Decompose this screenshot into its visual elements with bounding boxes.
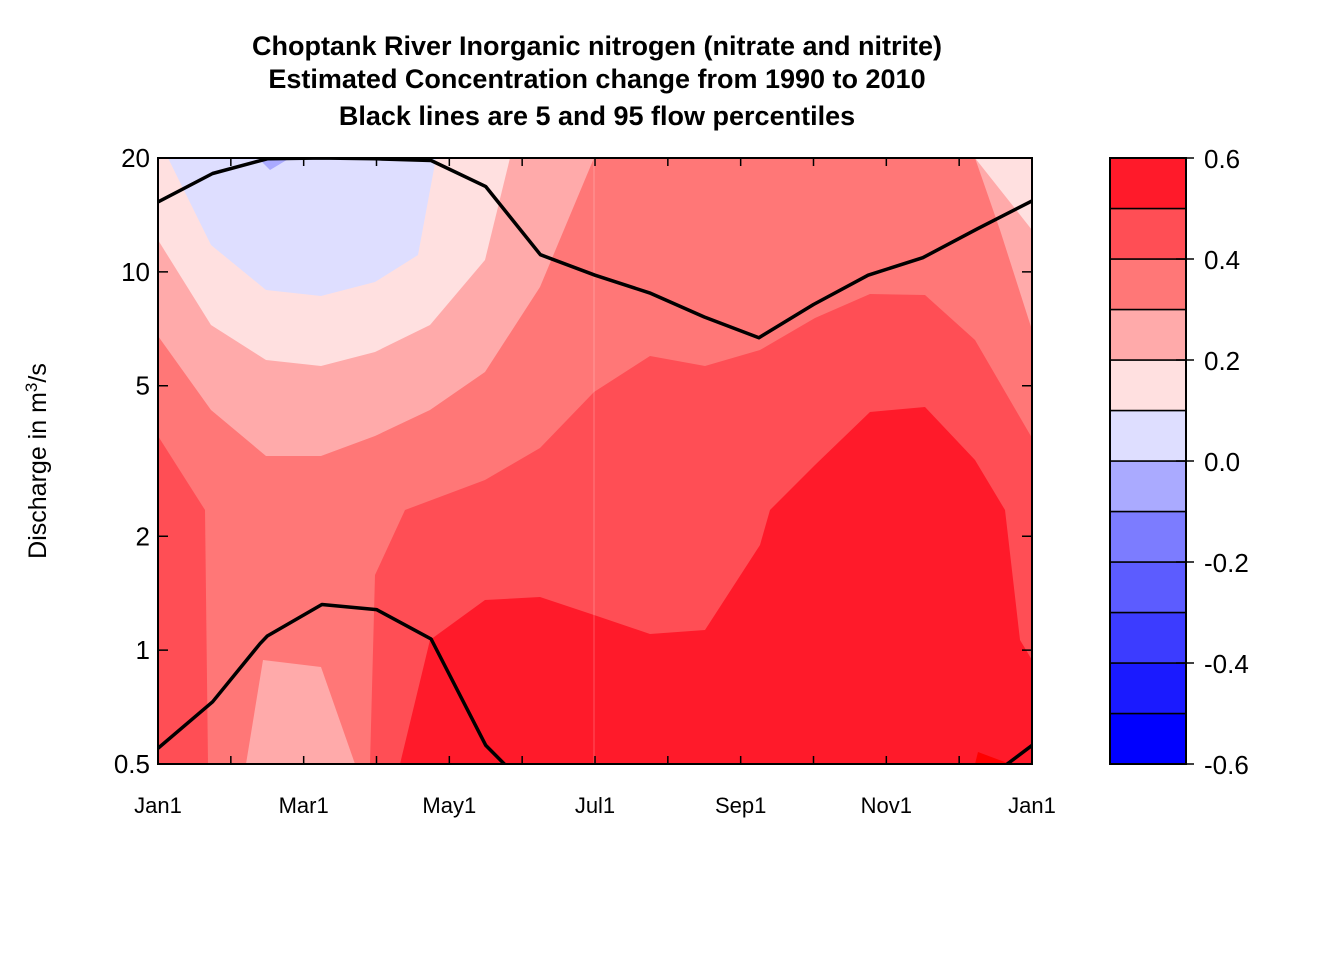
band-0.1-0.2-lower [246,660,355,764]
title-line-3: Black lines are 5 and 95 flow percentile… [339,101,855,131]
y-tick-label: 10 [121,257,150,287]
chart-title: Choptank River Inorganic nitrogen (nitra… [252,31,942,131]
y-tick-label: 0.5 [114,749,150,779]
y-axis: 0.5 1 2 5 10 20 [114,143,1032,779]
colorbar-band [1109,460,1187,513]
band-0.3-0.4 [158,436,208,764]
colorbar-tick-label: 0.4 [1204,245,1240,275]
band-0.5-0.6 [975,752,1010,764]
colorbar [1109,157,1187,765]
colorbar-band [1109,258,1187,311]
colorbar-tick-label: 0.2 [1204,346,1240,376]
flow-percentile-5-line [158,602,507,764]
x-tick-label: Mar1 [279,793,329,818]
y-tick-label: 2 [136,521,150,551]
title-line-1: Choptank River Inorganic nitrogen (nitra… [252,31,942,61]
y-axis-label-superscript: 3 [22,383,41,392]
x-tick-label: Jan1 [1008,793,1056,818]
band-0.0-0.1-right [975,158,1032,230]
colorbar-band [1109,409,1187,462]
colorbar-band [1109,662,1187,715]
x-tick-label: Nov1 [861,793,912,818]
colorbar-band [1109,308,1187,361]
x-tick-label: Jul1 [575,793,615,818]
colorbar-band [1109,510,1187,563]
colorbar-band [1109,611,1187,664]
colorbar-band [1109,561,1187,614]
colorbar-tick-label: 0.0 [1204,447,1240,477]
x-axis: Jan1 Mar1 May1 Jul1 Sep1 Nov1 Jan1 [134,158,1056,818]
colorbar-tick-label: -0.2 [1204,548,1249,578]
band-neg0.1-0.0 [168,158,436,296]
y-tick-label: 5 [136,371,150,401]
x-tick-label: May1 [422,793,476,818]
colorbar-band [1109,359,1187,412]
colorbar-tick-label: -0.4 [1204,649,1249,679]
contour-field [158,158,1032,764]
colorbar-band [1109,712,1187,765]
colorbar-axis: 0.6 0.4 0.2 0.0 -0.2 -0.4 -0.6 [1176,144,1249,780]
y-axis-label-prefix: Discharge in m [24,392,52,559]
y-axis-label-suffix: /s [24,363,52,382]
y-tick-label: 1 [136,635,150,665]
x-tick-label: Sep1 [715,793,766,818]
colorbar-band [1109,157,1187,210]
band-neg0.2-neg0.1 [258,158,290,170]
colorbar-band [1109,207,1187,260]
band-0.4-0.5 [400,407,1032,764]
title-line-2: Estimated Concentration change from 1990… [268,64,925,94]
colorbar-tick-label: 0.6 [1204,144,1240,174]
x-tick-label: Jan1 [134,793,182,818]
y-tick-label: 20 [121,143,150,173]
y-axis-label: Discharge in m3/s [22,363,53,559]
colorbar-tick-label: -0.6 [1204,750,1249,780]
